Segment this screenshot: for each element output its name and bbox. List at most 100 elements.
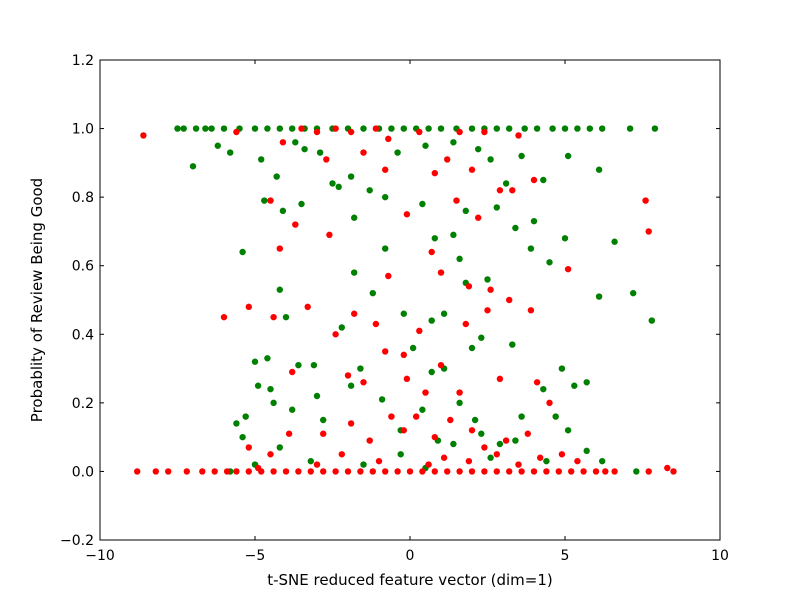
data-point (338, 324, 345, 331)
y-tick-label: 0.6 (72, 259, 94, 275)
data-point (189, 163, 197, 170)
data-point (279, 207, 287, 215)
data-point (245, 303, 252, 311)
data-point (372, 320, 380, 328)
data-point (211, 468, 218, 475)
data-point (347, 420, 355, 427)
data-point (233, 128, 240, 136)
data-point (397, 451, 404, 458)
data-point (223, 468, 231, 475)
data-point (450, 139, 457, 146)
data-point (602, 468, 609, 475)
data-point (382, 245, 389, 252)
y-tick-label: 1.2 (72, 53, 94, 69)
data-point (468, 344, 476, 352)
data-point (530, 217, 538, 225)
data-point (546, 259, 553, 266)
data-point (326, 231, 333, 239)
data-point (301, 145, 308, 153)
data-point (558, 451, 566, 458)
data-point (264, 355, 271, 362)
data-point (347, 382, 355, 389)
data-point (527, 245, 535, 252)
data-point (502, 437, 510, 444)
data-point (239, 433, 246, 441)
data-point (546, 399, 553, 407)
data-point (419, 468, 426, 475)
data-point (289, 368, 296, 376)
data-point (552, 413, 559, 420)
data-point (540, 176, 547, 184)
data-point (416, 128, 423, 136)
data-point (524, 430, 531, 437)
data-point (515, 461, 522, 468)
data-point (273, 173, 280, 180)
data-point (276, 286, 283, 293)
data-point (493, 468, 500, 475)
data-point (233, 468, 240, 475)
data-point (316, 149, 324, 156)
data-point (564, 427, 572, 434)
data-point (456, 389, 463, 396)
data-point (537, 454, 544, 461)
data-point (670, 468, 677, 475)
data-point (496, 187, 504, 194)
data-point (633, 468, 640, 475)
data-point (549, 125, 556, 132)
data-point (382, 166, 389, 173)
data-point (481, 128, 488, 136)
data-point (351, 269, 358, 276)
data-point (347, 128, 355, 136)
data-point (447, 416, 454, 424)
data-point (440, 454, 448, 461)
y-tick-label: 0.8 (72, 190, 94, 206)
data-point (487, 454, 494, 461)
data-point (558, 365, 566, 372)
data-point (484, 276, 491, 283)
data-point (409, 344, 417, 352)
data-point (134, 468, 141, 475)
data-point (599, 457, 606, 465)
data-point (527, 307, 535, 314)
data-point (648, 317, 655, 324)
data-point (304, 303, 311, 311)
data-point (403, 375, 411, 383)
data-point (478, 430, 485, 437)
data-point (276, 245, 283, 252)
data-point (626, 125, 634, 132)
data-point (199, 468, 206, 475)
x-tick-label: −10 (85, 548, 115, 564)
data-point (313, 392, 321, 400)
data-point (385, 272, 392, 280)
data-point (254, 382, 262, 389)
data-point (270, 468, 277, 475)
data-point (267, 385, 274, 393)
data-point (645, 468, 652, 475)
plot-frame (100, 60, 720, 540)
y-tick-label: 0.4 (72, 327, 94, 343)
data-point (202, 125, 209, 132)
data-point (344, 468, 352, 475)
data-point (369, 289, 376, 297)
data-point (611, 238, 618, 245)
data-point (220, 125, 228, 132)
data-point (270, 399, 277, 407)
data-point (375, 457, 383, 465)
data-point (344, 372, 352, 379)
data-point (478, 334, 485, 341)
data-point (369, 468, 376, 475)
data-point (496, 440, 504, 448)
data-point (484, 307, 491, 314)
data-point (428, 317, 435, 324)
data-point (502, 180, 510, 187)
data-point (422, 389, 429, 396)
data-point (518, 152, 525, 160)
data-point (323, 156, 330, 163)
data-point (372, 125, 380, 132)
data-point (388, 125, 395, 132)
data-point (611, 468, 618, 475)
data-point (456, 468, 463, 475)
data-point (518, 468, 525, 475)
data-point (152, 468, 159, 475)
data-point (264, 125, 271, 132)
